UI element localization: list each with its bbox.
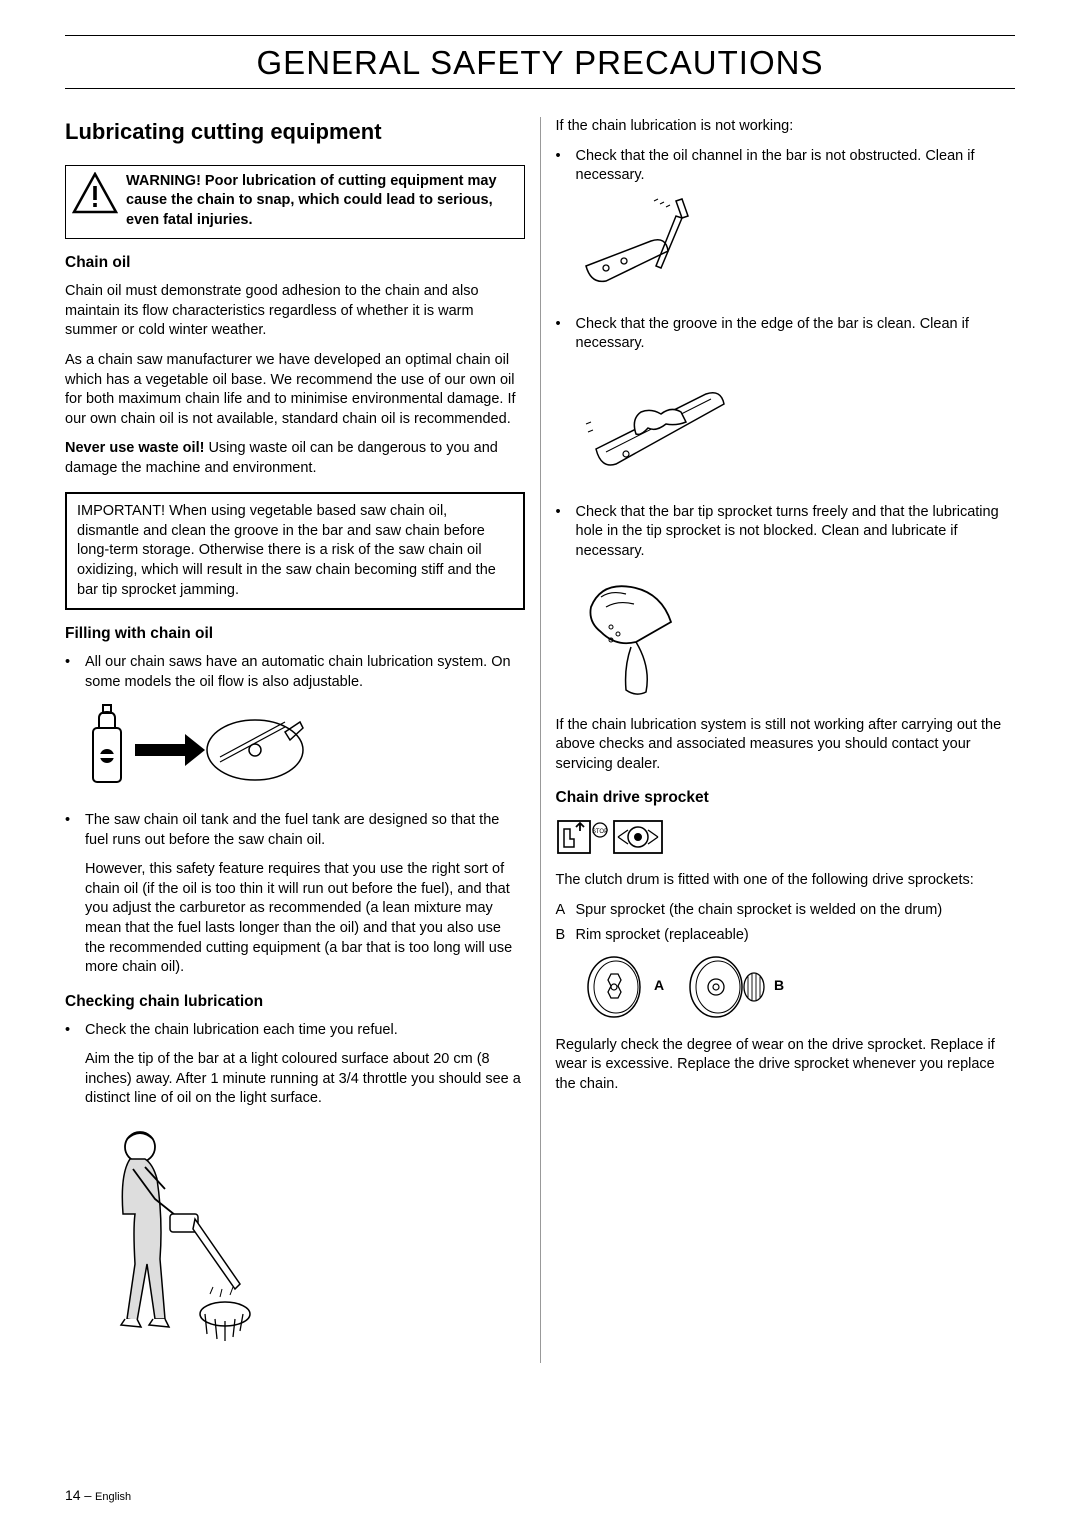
- never-waste-oil-para: Never use waste oil! Using waste oil can…: [65, 439, 525, 478]
- sub-heading-checking: Checking chain lubrication: [65, 992, 525, 1013]
- bullet-text: Check that the bar tip sprocket turns fr…: [576, 503, 1016, 562]
- bullet-r1: • Check that the oil channel in the bar …: [556, 147, 1016, 186]
- illustration-groove-clean: [576, 364, 1016, 489]
- check-para-2: Aim the tip of the bar at a light colour…: [85, 1050, 525, 1109]
- footer-language: English: [95, 1491, 131, 1503]
- chain-oil-para-2: As a chain saw manufacturer we have deve…: [65, 351, 525, 429]
- sub-heading-chain-oil: Chain oil: [65, 253, 525, 274]
- sprocket-b-text: Rim sprocket (replaceable): [576, 926, 749, 946]
- warning-text: WARNING! Poor lubrication of cutting equ…: [126, 172, 516, 231]
- bullet-text: All our chain saws have an automatic cha…: [85, 653, 525, 692]
- letter-b: B: [556, 926, 576, 946]
- header-rule-top: [65, 35, 1015, 36]
- chain-oil-para-1: Chain oil must demonstrate good adhesion…: [65, 282, 525, 341]
- illustration-screwdriver-bar: [576, 196, 1016, 301]
- right-intro: If the chain lubrication is not working:: [556, 117, 1016, 137]
- bullet-dot: •: [65, 653, 85, 692]
- illustration-oil-fill: [85, 702, 525, 797]
- important-box: IMPORTANT! When using vegetable based sa…: [65, 492, 525, 610]
- sprocket-item-b: B Rim sprocket (replaceable): [556, 926, 1016, 946]
- bullet-check-1: • Check the chain lubrication each time …: [65, 1021, 525, 1041]
- right-column: If the chain lubrication is not working:…: [541, 117, 1016, 1363]
- illustration-person-chainsaw: [85, 1119, 525, 1349]
- illustration-sprockets-ab: A B: [576, 952, 1016, 1022]
- illustration-bar-tip: [576, 572, 1016, 702]
- sprocket-para-1: The clutch drum is fitted with one of th…: [556, 871, 1016, 891]
- label-a: A: [654, 977, 664, 993]
- label-b: B: [774, 977, 784, 993]
- footer-sep: –: [81, 1488, 95, 1503]
- fill-para-3: However, this safety feature requires th…: [85, 860, 525, 977]
- bullet-r2: • Check that the groove in the edge of t…: [556, 315, 1016, 354]
- bullet-dot: •: [65, 1021, 85, 1041]
- page-footer: 14 – English: [65, 1487, 131, 1503]
- bullet-fill-1: • All our chain saws have an automatic c…: [65, 653, 525, 692]
- header-rule-bottom: [65, 88, 1015, 89]
- sub-heading-filling: Filling with chain oil: [65, 624, 525, 645]
- bullet-dot: •: [556, 315, 576, 354]
- sprocket-a-text: Spur sprocket (the chain sprocket is wel…: [576, 901, 943, 921]
- never-bold: Never use waste oil!: [65, 440, 204, 456]
- sprocket-item-a: A Spur sprocket (the chain sprocket is w…: [556, 901, 1016, 921]
- bullet-dot: •: [556, 503, 576, 562]
- svg-text:STOP: STOP: [591, 829, 607, 835]
- bullet-fill-2: • The saw chain oil tank and the fuel ta…: [65, 811, 525, 850]
- bullet-text: The saw chain oil tank and the fuel tank…: [85, 811, 525, 850]
- page-title: GENERAL SAFETY PRECAUTIONS: [65, 40, 1015, 88]
- warning-triangle-icon: [72, 172, 126, 223]
- content-columns: Lubricating cutting equipment WARNING! P…: [65, 117, 1015, 1363]
- right-after-para: If the chain lubrication system is still…: [556, 716, 1016, 775]
- bullet-dot: •: [556, 147, 576, 186]
- bullet-dot: •: [65, 811, 85, 850]
- illustration-sprocket-icons: STOP: [556, 817, 1016, 857]
- warning-box: WARNING! Poor lubrication of cutting equ…: [65, 165, 525, 240]
- left-column: Lubricating cutting equipment WARNING! P…: [65, 117, 541, 1363]
- bullet-r3: • Check that the bar tip sprocket turns …: [556, 503, 1016, 562]
- sub-heading-sprocket: Chain drive sprocket: [556, 788, 1016, 809]
- section-heading-lubricating: Lubricating cutting equipment: [65, 117, 525, 147]
- bullet-text: Check that the groove in the edge of the…: [576, 315, 1016, 354]
- letter-a: A: [556, 901, 576, 921]
- footer-page-number: 14: [65, 1487, 81, 1503]
- bullet-text: Check that the oil channel in the bar is…: [576, 147, 1016, 186]
- sprocket-para-2: Regularly check the degree of wear on th…: [556, 1036, 1016, 1095]
- bullet-text: Check the chain lubrication each time yo…: [85, 1021, 525, 1041]
